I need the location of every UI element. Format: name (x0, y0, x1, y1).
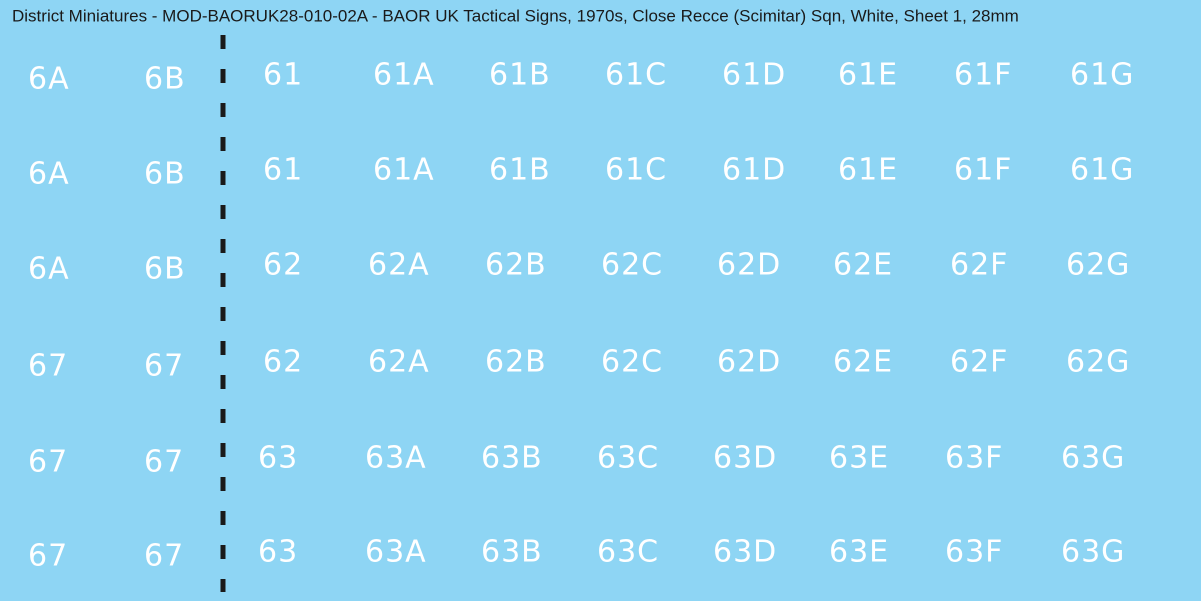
tactical-sign: 6A (28, 157, 70, 192)
tactical-sign: 62G (1066, 248, 1130, 283)
tactical-sign: 61C (605, 153, 667, 188)
tactical-sign: 63A (365, 441, 427, 476)
tactical-sign: 63G (1061, 535, 1125, 570)
tactical-sign: 63D (713, 441, 777, 476)
tactical-sign: 61G (1070, 58, 1134, 93)
tactical-sign: 62C (601, 345, 663, 380)
tactical-sign: 6B (144, 62, 186, 97)
tactical-sign: 62E (833, 248, 893, 283)
tactical-sign: 61F (954, 153, 1012, 188)
tactical-sign: 67 (28, 445, 68, 480)
tactical-sign: 67 (144, 445, 184, 480)
tactical-sign: 67 (144, 349, 184, 384)
tactical-sign: 6B (144, 252, 186, 287)
tactical-sign: 63F (945, 535, 1003, 570)
tactical-sign: 63E (829, 441, 889, 476)
tactical-sign: 62C (601, 248, 663, 283)
tactical-sign: 62D (717, 345, 781, 380)
tactical-sign: 62E (833, 345, 893, 380)
tactical-sign: 63E (829, 535, 889, 570)
tactical-sign: 62D (717, 248, 781, 283)
tactical-sign: 61B (489, 58, 551, 93)
tactical-sign: 63B (481, 441, 543, 476)
tactical-sign: 62F (950, 345, 1008, 380)
tactical-sign: 63 (258, 441, 298, 476)
tactical-sign: 62 (263, 345, 303, 380)
tactical-sign: 61E (838, 153, 898, 188)
tactical-sign: 62B (485, 345, 547, 380)
tactical-sign: 63B (481, 535, 543, 570)
tactical-sign: 62A (368, 248, 430, 283)
tactical-sign: 63F (945, 441, 1003, 476)
tactical-sign: 6A (28, 62, 70, 97)
tactical-sign: 61E (838, 58, 898, 93)
tactical-sign: 67 (28, 539, 68, 574)
tactical-sign: 63D (713, 535, 777, 570)
tactical-sign: 61D (722, 58, 786, 93)
tactical-sign: 61D (722, 153, 786, 188)
tactical-sign: 61C (605, 58, 667, 93)
tactical-sign: 62G (1066, 345, 1130, 380)
signs: 6A 6B 6A 6B 6A 6B 67 67 67 67 67 67 61 61A 61B 61C 61D 61… (28, 58, 1134, 574)
tactical-sign: 63C (597, 535, 659, 570)
tactical-sign: 61 (263, 58, 303, 93)
tactical-sign: 61F (954, 58, 1012, 93)
tactical-sign: 63G (1061, 441, 1125, 476)
tactical-sign: 6B (144, 157, 186, 192)
tactical-sign: 63C (597, 441, 659, 476)
tactical-sign: 61A (373, 58, 435, 93)
tactical-sign: 62A (368, 345, 430, 380)
tactical-sign: 63A (365, 535, 427, 570)
sheet-title: District Miniatures - MOD-BAORUK28-010-0… (12, 6, 1019, 25)
tactical-sign: 61B (489, 153, 551, 188)
tactical-sign: 62 (263, 248, 303, 283)
tactical-sign: 61 (263, 153, 303, 188)
tactical-sign: 62F (950, 248, 1008, 283)
tactical-sign: 61A (373, 153, 435, 188)
tactical-sign: 67 (144, 539, 184, 574)
tactical-sign: 62B (485, 248, 547, 283)
tactical-sign: 6A (28, 252, 70, 287)
tactical-sign: 61G (1070, 153, 1134, 188)
tactical-sign: 63 (258, 535, 298, 570)
tactical-sign: 67 (28, 349, 68, 384)
